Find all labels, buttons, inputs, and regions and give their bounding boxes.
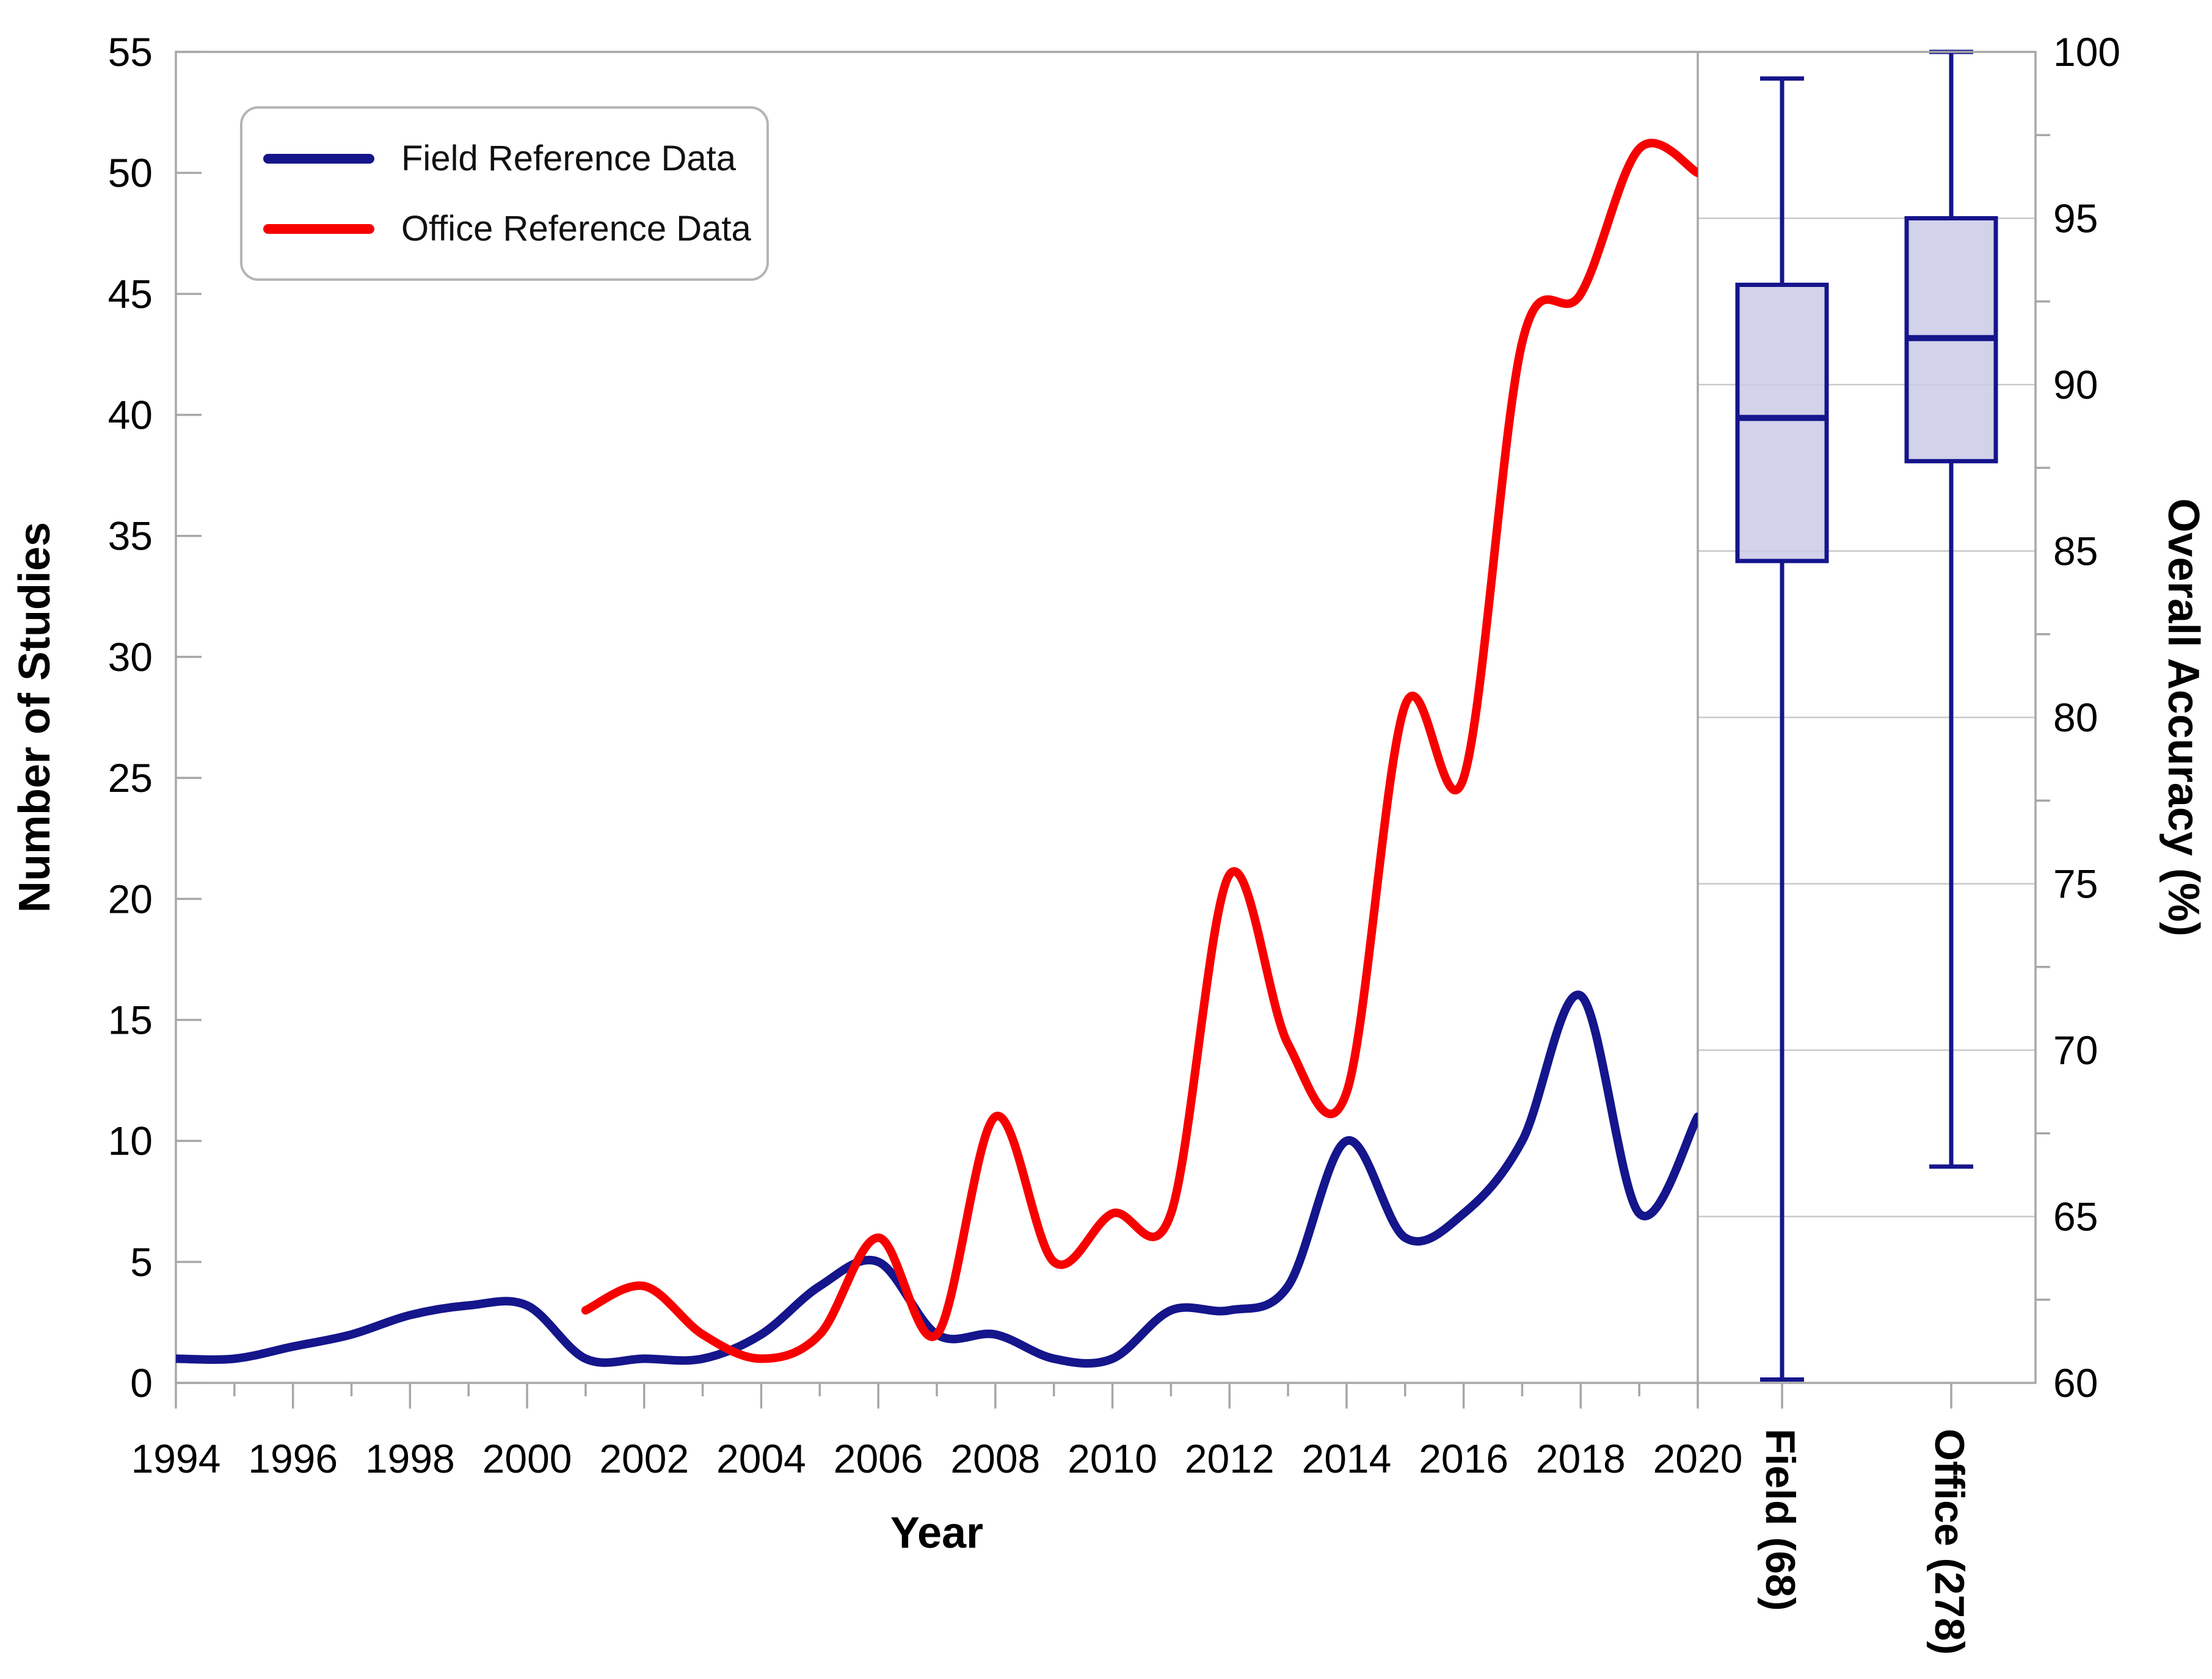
year-tick-label: 2004	[716, 1436, 806, 1481]
year-tick-label: 1998	[365, 1436, 455, 1481]
right-axis-tick-label: 85	[2053, 529, 2098, 574]
year-tick-label: 2010	[1068, 1436, 1157, 1481]
left-axis-tick-label: 40	[108, 393, 153, 438]
office-boxplot	[1904, 49, 1998, 1169]
right-axis-tick-label: 90	[2053, 362, 2098, 407]
right-axis-tick-label: 70	[2053, 1028, 2098, 1073]
right-axis: 100 95 90 85 80 75 70 65 60	[2036, 29, 2120, 1405]
left-axis-tick-label: 15	[108, 997, 153, 1042]
left-axis-tick-label: 30	[108, 634, 153, 680]
boxplot-category-label-field: Field (68)	[1757, 1429, 1803, 1611]
boxplot-category-label-office: Office (278)	[1926, 1429, 1973, 1655]
year-tick-label: 2002	[599, 1436, 689, 1481]
year-tick-label: 1996	[248, 1436, 338, 1481]
office-line-swatch	[263, 223, 374, 234]
year-tick-label: 2020	[1653, 1436, 1743, 1481]
right-axis-tick-label: 95	[2053, 196, 2098, 241]
left-axis-tick-label: 10	[108, 1119, 153, 1164]
year-tick-label: 2008	[950, 1436, 1040, 1481]
left-axis-title-text: Number of Studies	[10, 521, 59, 913]
x-axis-title: Year	[890, 1509, 984, 1558]
field-line-swatch	[263, 153, 374, 164]
legend-item-office: Office Reference Data	[263, 208, 766, 249]
legend-item-field: Field Reference Data	[263, 138, 766, 179]
bottom-axis: 1994 1996 1998 2000 2002 2004 2006 2008 2010 2012…	[131, 1383, 1952, 1481]
year-tick-label: 2012	[1185, 1436, 1275, 1481]
right-axis-tick-label: 75	[2053, 861, 2098, 907]
left-axis: 0 5 10 15 20 25 30 35 40 45 50 55	[108, 29, 202, 1405]
left-axis-tick-label: 35	[108, 513, 153, 559]
left-axis-tick-label: 0	[130, 1360, 153, 1405]
legend-label-office: Office Reference Data	[401, 209, 751, 248]
left-axis-title: Number of Studies	[0, 52, 81, 1383]
legend-label-field: Field Reference Data	[401, 139, 737, 178]
boxplots	[1735, 49, 1998, 1382]
series-lines	[176, 139, 1698, 1368]
year-tick-label: 2014	[1302, 1436, 1392, 1481]
year-tick-label: 2006	[834, 1436, 923, 1481]
year-tick-label: 2018	[1536, 1436, 1626, 1481]
legend: Field Reference Data Office Reference Da…	[240, 106, 769, 281]
field-series-line	[176, 990, 1698, 1368]
year-tick-label: 2016	[1419, 1436, 1508, 1481]
right-axis-title: Overall Accuracy (%)	[2137, 52, 2212, 1383]
right-axis-tick-label: 65	[2053, 1194, 2098, 1239]
left-axis-tick-label: 20	[108, 876, 153, 921]
left-axis-tick-label: 25	[108, 755, 153, 800]
left-axis-tick-label: 50	[108, 150, 153, 195]
left-axis-tick-label: 55	[108, 29, 153, 74]
year-tick-label: 2000	[482, 1436, 572, 1481]
field-boxplot	[1735, 76, 1829, 1382]
year-tick-label: 1994	[131, 1436, 221, 1481]
right-axis-title-text: Overall Accuracy (%)	[2159, 498, 2208, 937]
right-axis-tick-label: 80	[2053, 695, 2098, 740]
left-axis-tick-label: 5	[130, 1239, 153, 1285]
left-axis-tick-label: 45	[108, 271, 153, 316]
right-axis-tick-label: 60	[2053, 1360, 2098, 1405]
right-axis-tick-label: 100	[2053, 29, 2120, 74]
office-series-line	[581, 139, 1698, 1363]
plot-borders	[175, 51, 2037, 1384]
